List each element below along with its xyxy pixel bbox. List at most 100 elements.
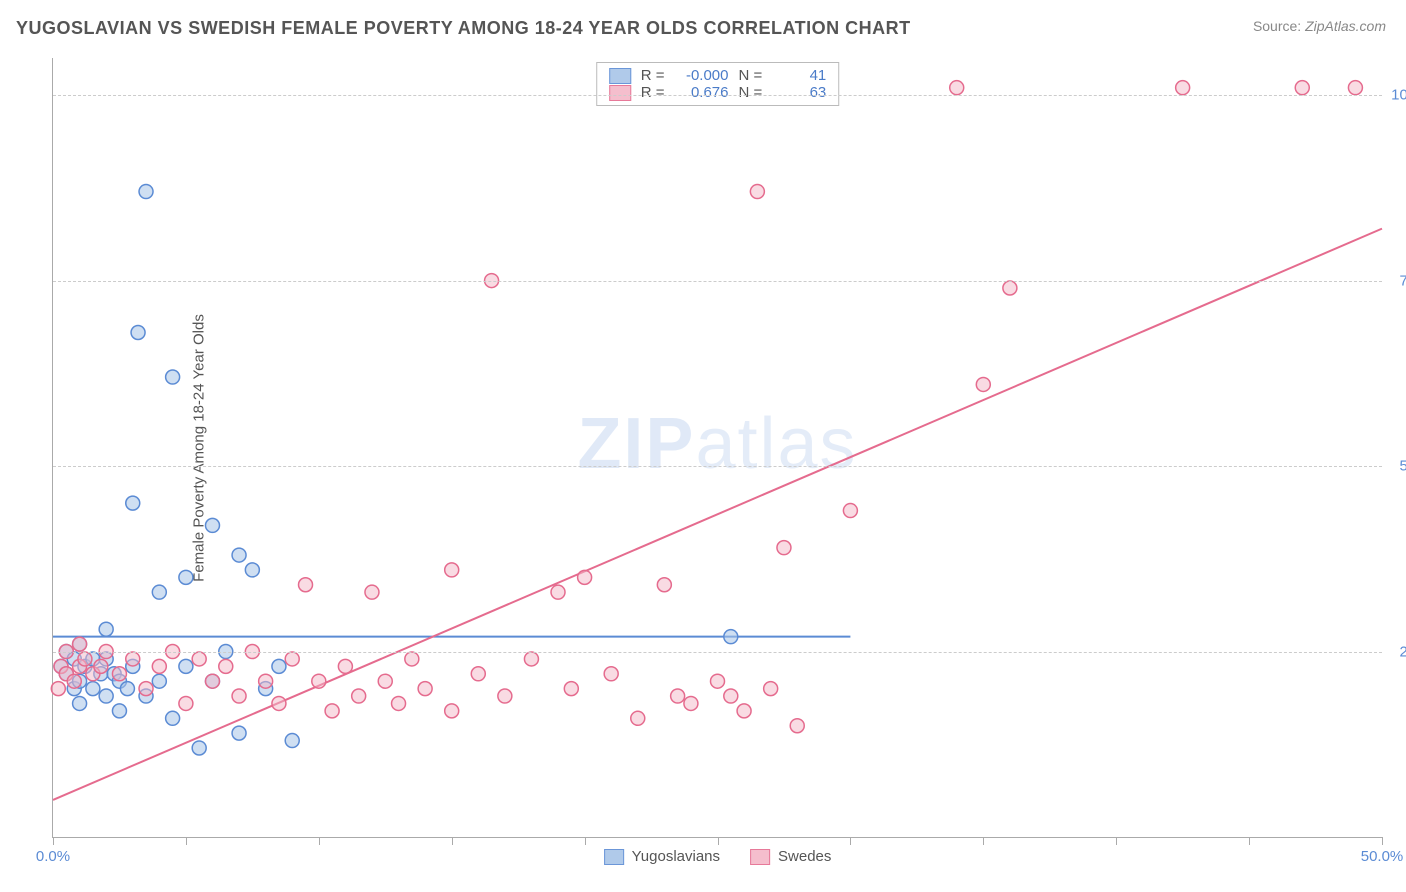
data-point xyxy=(564,682,578,696)
x-tick xyxy=(1382,837,1383,845)
data-point xyxy=(285,734,299,748)
plot-svg xyxy=(53,58,1382,837)
data-point xyxy=(551,585,565,599)
data-point xyxy=(631,711,645,725)
chart-container: YUGOSLAVIAN VS SWEDISH FEMALE POVERTY AM… xyxy=(0,0,1406,892)
data-point xyxy=(272,659,286,673)
data-point xyxy=(604,667,618,681)
data-point xyxy=(750,185,764,199)
data-point xyxy=(152,674,166,688)
data-point xyxy=(179,570,193,584)
data-point xyxy=(205,518,219,532)
data-point xyxy=(86,682,100,696)
data-point xyxy=(1003,281,1017,295)
x-tick xyxy=(850,837,851,845)
y-tick-label: 100.0% xyxy=(1391,87,1406,104)
x-tick-label: 0.0% xyxy=(36,848,70,865)
data-point xyxy=(179,659,193,673)
data-point xyxy=(219,659,233,673)
legend-n-label: N = xyxy=(739,67,763,84)
legend-item-yugoslavians: Yugoslavians xyxy=(604,848,720,865)
legend-item-swedes: Swedes xyxy=(750,848,831,865)
x-tick xyxy=(1116,837,1117,845)
gridline-h xyxy=(53,281,1382,282)
data-point xyxy=(139,185,153,199)
data-point xyxy=(126,652,140,666)
data-point xyxy=(471,667,485,681)
data-point xyxy=(139,682,153,696)
y-tick-label: 75.0% xyxy=(1399,272,1406,289)
legend-swatch-swedes xyxy=(609,85,631,101)
data-point xyxy=(737,704,751,718)
data-point xyxy=(112,704,126,718)
legend-row-swedes: R = 0.676 N = 63 xyxy=(609,84,827,101)
data-point xyxy=(365,585,379,599)
data-point xyxy=(777,541,791,555)
legend-swatch-swedes xyxy=(750,849,770,865)
x-tick xyxy=(585,837,586,845)
source-value: ZipAtlas.com xyxy=(1305,18,1386,34)
data-point xyxy=(578,570,592,584)
x-tick xyxy=(1249,837,1250,845)
legend-swatch-yugoslavians xyxy=(609,68,631,84)
legend-series: Yugoslavians Swedes xyxy=(604,848,832,865)
x-tick xyxy=(53,837,54,845)
data-point xyxy=(352,689,366,703)
data-point xyxy=(205,674,219,688)
data-point xyxy=(445,563,459,577)
x-tick xyxy=(718,837,719,845)
data-point xyxy=(405,652,419,666)
data-point xyxy=(684,696,698,710)
data-point xyxy=(166,711,180,725)
legend-r-value-yugoslavians: -0.000 xyxy=(677,67,729,84)
data-point xyxy=(73,637,87,651)
data-point xyxy=(73,696,87,710)
data-point xyxy=(94,659,108,673)
data-point xyxy=(378,674,392,688)
data-point xyxy=(232,689,246,703)
data-point xyxy=(418,682,432,696)
data-point xyxy=(325,704,339,718)
data-point xyxy=(950,81,964,95)
data-point xyxy=(245,563,259,577)
data-point xyxy=(498,689,512,703)
gridline-h xyxy=(53,652,1382,653)
data-point xyxy=(299,578,313,592)
data-point xyxy=(272,696,286,710)
data-point xyxy=(1295,81,1309,95)
legend-row-yugoslavians: R = -0.000 N = 41 xyxy=(609,67,827,84)
data-point xyxy=(843,504,857,518)
chart-title: YUGOSLAVIAN VS SWEDISH FEMALE POVERTY AM… xyxy=(16,18,911,39)
data-point xyxy=(790,719,804,733)
data-point xyxy=(764,682,778,696)
trend-line xyxy=(53,229,1382,800)
data-point xyxy=(657,578,671,592)
x-tick-label: 50.0% xyxy=(1361,848,1404,865)
data-point xyxy=(99,622,113,636)
data-point xyxy=(232,548,246,562)
data-point xyxy=(312,674,326,688)
data-point xyxy=(445,704,459,718)
legend-r-label: R = xyxy=(641,67,665,84)
plot-area: Female Poverty Among 18-24 Year Olds ZIP… xyxy=(52,58,1382,838)
data-point xyxy=(711,674,725,688)
source-attribution: Source: ZipAtlas.com xyxy=(1253,18,1386,34)
legend-correlation: R = -0.000 N = 41 R = 0.676 N = 63 xyxy=(596,62,840,106)
data-point xyxy=(131,326,145,340)
data-point xyxy=(78,652,92,666)
gridline-h xyxy=(53,466,1382,467)
data-point xyxy=(524,652,538,666)
data-point xyxy=(976,377,990,391)
data-point xyxy=(152,659,166,673)
data-point xyxy=(120,682,134,696)
data-point xyxy=(192,741,206,755)
data-point xyxy=(192,652,206,666)
x-tick xyxy=(319,837,320,845)
data-point xyxy=(259,674,273,688)
gridline-h xyxy=(53,95,1382,96)
legend-r-label: R = xyxy=(641,84,665,101)
legend-n-value-yugoslavians: 41 xyxy=(774,67,826,84)
x-tick xyxy=(452,837,453,845)
data-point xyxy=(126,496,140,510)
data-point xyxy=(671,689,685,703)
